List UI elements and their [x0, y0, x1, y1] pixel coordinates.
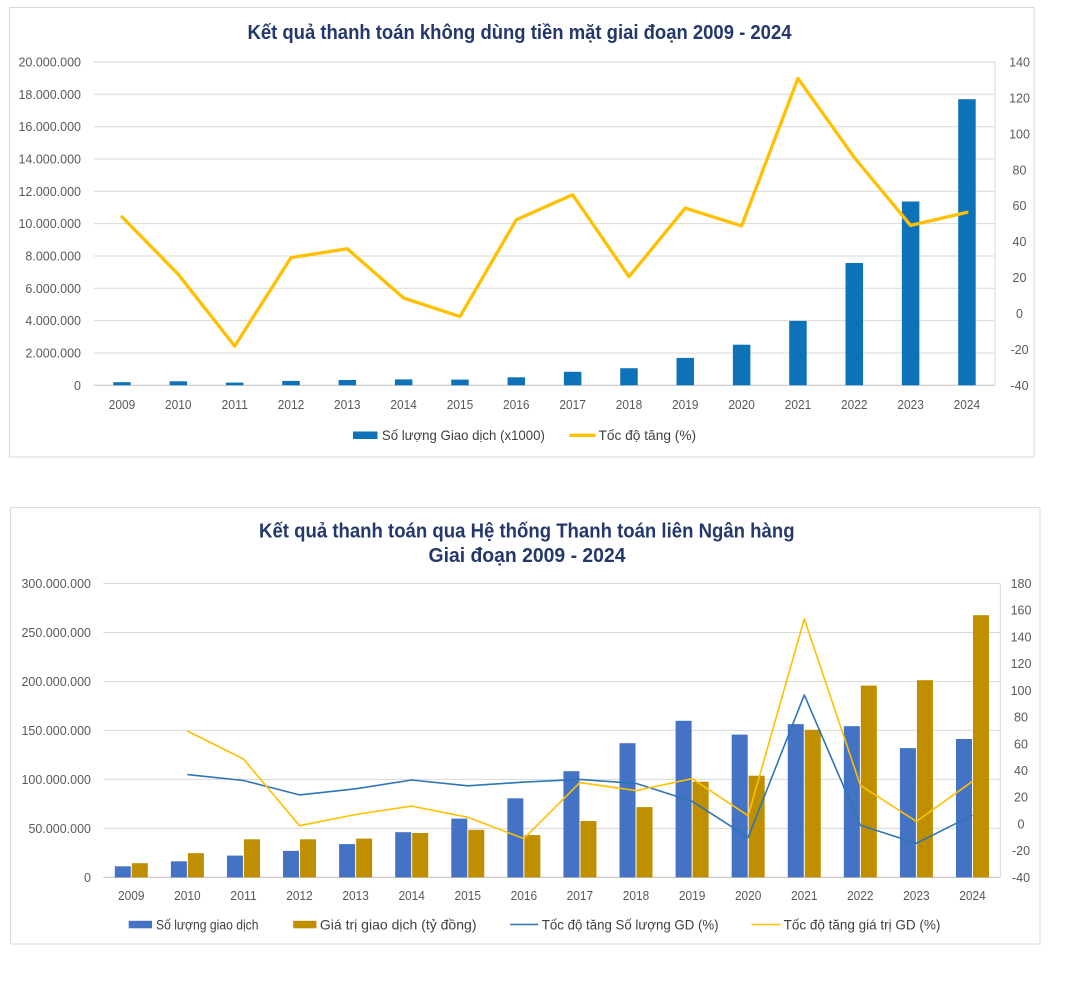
svg-text:2020: 2020: [728, 398, 755, 412]
svg-text:100: 100: [1011, 684, 1032, 698]
svg-text:Tốc độ tăng giá trị GD (%): Tốc độ tăng giá trị GD (%): [784, 916, 941, 932]
svg-text:300.000.000: 300.000.000: [21, 577, 91, 591]
svg-text:18.000.000: 18.000.000: [18, 88, 81, 102]
svg-text:-40: -40: [1010, 379, 1028, 393]
svg-text:16.000.000: 16.000.000: [18, 120, 81, 134]
svg-text:2009: 2009: [118, 889, 145, 903]
svg-text:-20: -20: [1012, 844, 1030, 858]
svg-text:140: 140: [1009, 56, 1030, 70]
svg-text:2017: 2017: [567, 889, 594, 903]
svg-text:2011: 2011: [230, 889, 257, 903]
svg-text:100: 100: [1009, 127, 1030, 141]
svg-text:2021: 2021: [785, 398, 812, 412]
svg-text:2010: 2010: [174, 889, 201, 903]
svg-text:2018: 2018: [616, 398, 643, 412]
svg-text:2010: 2010: [165, 398, 192, 412]
svg-text:Giai đoạn 2009 - 2024: Giai đoạn 2009 - 2024: [429, 545, 627, 567]
svg-text:Kết quả thanh toán qua Hệ thốn: Kết quả thanh toán qua Hệ thống Thanh to…: [259, 521, 795, 543]
svg-text:Số lượng Giao dịch (x1000): Số lượng Giao dịch (x1000): [382, 427, 545, 443]
svg-text:2018: 2018: [623, 889, 650, 903]
svg-text:0: 0: [1018, 818, 1025, 832]
svg-text:20: 20: [1013, 271, 1027, 285]
svg-text:100.000.000: 100.000.000: [21, 773, 91, 787]
svg-text:200.000.000: 200.000.000: [21, 675, 91, 689]
svg-text:180: 180: [1011, 577, 1032, 591]
svg-text:50.000.000: 50.000.000: [28, 822, 91, 836]
svg-text:2024: 2024: [954, 398, 981, 412]
svg-text:2016: 2016: [503, 398, 530, 412]
svg-text:2015: 2015: [447, 398, 474, 412]
svg-text:12.000.000: 12.000.000: [18, 185, 81, 199]
svg-text:2023: 2023: [897, 398, 924, 412]
svg-text:2021: 2021: [791, 889, 818, 903]
svg-text:140: 140: [1011, 630, 1032, 644]
svg-text:2022: 2022: [847, 889, 874, 903]
svg-text:10.000.000: 10.000.000: [18, 217, 81, 231]
svg-text:60: 60: [1013, 199, 1027, 213]
svg-text:120: 120: [1009, 91, 1030, 105]
svg-text:4.000.000: 4.000.000: [25, 314, 81, 328]
svg-text:250.000.000: 250.000.000: [21, 626, 91, 640]
svg-text:-40: -40: [1012, 871, 1030, 885]
svg-text:2014: 2014: [390, 398, 417, 412]
svg-text:80: 80: [1014, 711, 1028, 725]
svg-text:0: 0: [74, 379, 81, 393]
svg-text:Số lượng giao dịch: Số lượng giao dịch: [156, 916, 259, 932]
svg-text:2020: 2020: [735, 889, 762, 903]
svg-text:2017: 2017: [559, 398, 586, 412]
svg-text:6.000.000: 6.000.000: [25, 282, 81, 296]
svg-text:2013: 2013: [342, 889, 369, 903]
svg-text:150.000.000: 150.000.000: [21, 724, 91, 738]
svg-text:120: 120: [1011, 657, 1032, 671]
svg-text:0: 0: [84, 871, 91, 885]
svg-text:160: 160: [1011, 604, 1032, 618]
svg-text:20: 20: [1014, 791, 1028, 805]
svg-text:2012: 2012: [278, 398, 305, 412]
svg-text:-20: -20: [1010, 343, 1028, 357]
svg-text:2012: 2012: [286, 889, 313, 903]
svg-text:2016: 2016: [511, 889, 538, 903]
svg-text:Tốc độ tăng Số lượng GD (%): Tốc độ tăng Số lượng GD (%): [542, 916, 719, 932]
svg-text:2014: 2014: [398, 889, 425, 903]
svg-text:2011: 2011: [221, 398, 248, 412]
svg-text:2009: 2009: [109, 398, 136, 412]
svg-text:Kết quả thanh toán không dùng: Kết quả thanh toán không dùng tiền mặt g…: [248, 22, 793, 44]
svg-text:2024: 2024: [959, 889, 986, 903]
svg-text:2019: 2019: [672, 398, 699, 412]
svg-text:8.000.000: 8.000.000: [25, 250, 81, 264]
svg-text:2022: 2022: [841, 398, 868, 412]
svg-text:Tốc độ tăng (%): Tốc độ tăng (%): [599, 427, 697, 443]
svg-text:2015: 2015: [455, 889, 482, 903]
svg-text:Giá trị giao dịch (tỷ đồng): Giá trị giao dịch (tỷ đồng): [320, 916, 477, 932]
svg-text:14.000.000: 14.000.000: [18, 153, 81, 167]
svg-text:40: 40: [1014, 764, 1028, 778]
svg-text:2019: 2019: [679, 889, 706, 903]
svg-text:20.000.000: 20.000.000: [18, 56, 81, 70]
svg-text:2023: 2023: [903, 889, 930, 903]
svg-text:60: 60: [1014, 737, 1028, 751]
svg-text:2.000.000: 2.000.000: [25, 347, 81, 361]
svg-text:80: 80: [1013, 163, 1027, 177]
svg-text:40: 40: [1013, 235, 1027, 249]
svg-text:2013: 2013: [334, 398, 361, 412]
svg-text:0: 0: [1016, 307, 1023, 321]
